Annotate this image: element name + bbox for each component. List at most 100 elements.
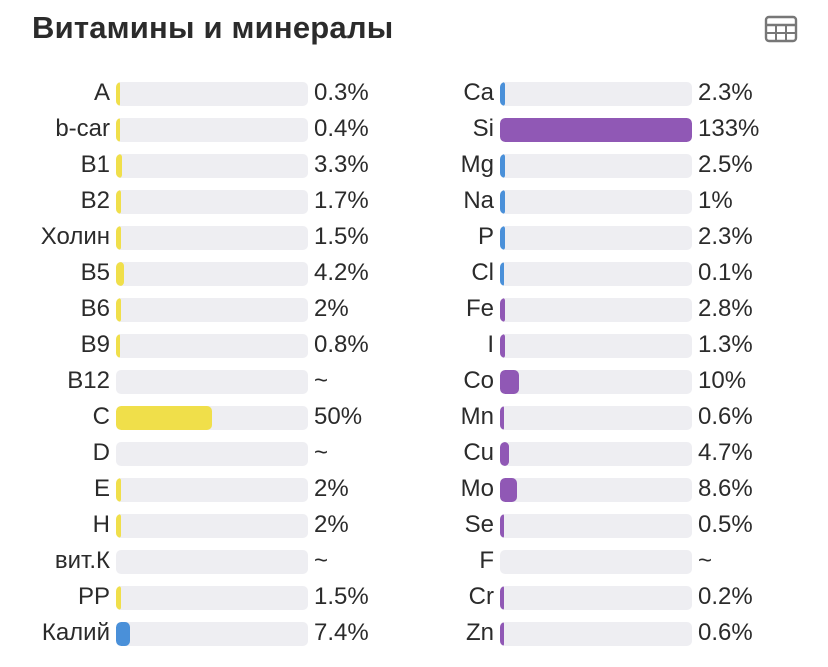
- progress-fill: [116, 514, 121, 538]
- progress-fill: [500, 262, 504, 286]
- nutrient-label: I: [487, 331, 494, 358]
- nutrient-percent: 2.8%: [698, 295, 753, 322]
- progress-fill: [116, 118, 120, 142]
- nutrient-label: Mn: [460, 403, 494, 430]
- nutrient-label: H: [92, 511, 110, 538]
- nutrient-percent: 0.6%: [698, 403, 753, 430]
- nutrient-row: b-car 0.4%: [0, 113, 400, 149]
- nutrient-percent: 0.1%: [698, 259, 753, 286]
- nutrient-row: Mo 8.6%: [400, 473, 828, 509]
- progress-fill: [500, 478, 517, 502]
- progress-track: [500, 586, 692, 610]
- nutrient-row: F ~: [400, 545, 828, 581]
- nutrient-percent: 1%: [698, 187, 733, 214]
- nutrient-row: Mg 2.5%: [400, 149, 828, 185]
- progress-fill: [116, 82, 120, 106]
- nutrient-percent: 7.4%: [314, 619, 369, 646]
- progress-fill: [116, 154, 123, 178]
- progress-track: [500, 370, 692, 394]
- nutrient-label: A: [93, 79, 110, 106]
- nutrient-row: I 1.3%: [400, 329, 828, 365]
- progress-track: [116, 82, 308, 106]
- nutrient-percent: 2%: [314, 511, 349, 538]
- progress-track: [500, 406, 692, 430]
- nutrient-percent: 133%: [698, 115, 760, 142]
- nutrient-row: E 2%: [0, 473, 400, 509]
- progress-track: [500, 226, 692, 250]
- nutrient-label: B9: [80, 331, 110, 358]
- progress-fill: [500, 82, 505, 106]
- nutrient-percent: ~: [314, 367, 329, 394]
- progress-track: [500, 298, 692, 322]
- vitamins-list: A 0.3% b-car 0.4% B1 3.3% B2 1.7% Холин 1.5% B5 4.2…: [0, 77, 400, 653]
- nutrient-label: Mg: [460, 151, 494, 178]
- progress-track: [500, 334, 692, 358]
- nutrient-row: Co 10%: [400, 365, 828, 401]
- progress-fill: [116, 334, 120, 358]
- nutrient-percent: 3.3%: [314, 151, 369, 178]
- nutrient-row: B2 1.7%: [0, 185, 400, 221]
- progress-fill: [500, 442, 510, 466]
- progress-fill: [500, 154, 505, 178]
- nutrient-row: PP 1.5%: [0, 581, 400, 617]
- minerals-list: Ca 2.3% Si 133% Mg 2.5% Na 1% P 2.3% Cl 0.1% Fe 2.8% I…: [400, 77, 828, 653]
- nutrient-label: Na: [463, 187, 494, 214]
- nutrient-row: Cl 0.1%: [400, 257, 828, 293]
- progress-fill: [116, 586, 121, 610]
- nutrient-row: Калий 7.4%: [0, 617, 400, 653]
- nutrient-percent: 2%: [314, 475, 349, 502]
- nutrient-percent: 0.8%: [314, 331, 369, 358]
- progress-track: [500, 442, 692, 466]
- progress-track: [116, 586, 308, 610]
- nutrient-percent: 0.6%: [698, 619, 753, 646]
- nutrient-percent: 2.5%: [698, 151, 753, 178]
- page-title: Витамины и минералы: [32, 10, 394, 45]
- nutrient-percent: 8.6%: [698, 475, 753, 502]
- nutrient-label: Cl: [471, 259, 494, 286]
- table-icon: [764, 15, 798, 43]
- progress-track: [116, 406, 308, 430]
- progress-fill: [116, 298, 121, 322]
- progress-track: [116, 514, 308, 538]
- nutrient-label: B2: [80, 187, 110, 214]
- nutrient-label: Mo: [460, 475, 494, 502]
- progress-track: [116, 154, 308, 178]
- nutrient-row: вит.К ~: [0, 545, 400, 581]
- progress-track: [116, 442, 308, 466]
- progress-fill: [500, 622, 504, 646]
- progress-track: [500, 82, 692, 106]
- nutrient-label: Cu: [463, 439, 494, 466]
- nutrient-label: B1: [80, 151, 110, 178]
- nutrient-label: F: [479, 547, 494, 574]
- nutrient-percent: 2.3%: [698, 223, 753, 250]
- nutrient-label: Холин: [40, 223, 110, 250]
- nutrient-percent: 10%: [698, 367, 747, 394]
- progress-fill: [116, 190, 121, 214]
- progress-fill: [500, 190, 505, 214]
- nutrient-label: Se: [464, 511, 494, 538]
- nutrient-row: P 2.3%: [400, 221, 828, 257]
- nutrient-row: Cr 0.2%: [400, 581, 828, 617]
- nutrient-label: вит.К: [54, 547, 110, 574]
- progress-fill: [116, 406, 212, 430]
- progress-fill: [500, 406, 504, 430]
- table-view-button[interactable]: [764, 14, 798, 46]
- nutrient-label: B12: [67, 367, 110, 394]
- nutrient-row: Mn 0.6%: [400, 401, 828, 437]
- progress-track: [116, 622, 308, 646]
- nutrient-label: P: [477, 223, 494, 250]
- nutrient-percent: 1.5%: [314, 223, 369, 250]
- nutrient-percent: ~: [314, 547, 329, 574]
- progress-track: [116, 118, 308, 142]
- progress-track: [116, 550, 308, 574]
- nutrient-percent: 0.5%: [698, 511, 753, 538]
- nutrient-row: Fe 2.8%: [400, 293, 828, 329]
- nutrient-percent: 4.7%: [698, 439, 753, 466]
- progress-fill: [500, 334, 505, 358]
- progress-track: [116, 298, 308, 322]
- progress-track: [500, 550, 692, 574]
- nutrient-percent: 2.3%: [698, 79, 753, 106]
- nutrient-percent: 50%: [314, 403, 363, 430]
- nutrient-label: E: [93, 475, 110, 502]
- progress-track: [116, 190, 308, 214]
